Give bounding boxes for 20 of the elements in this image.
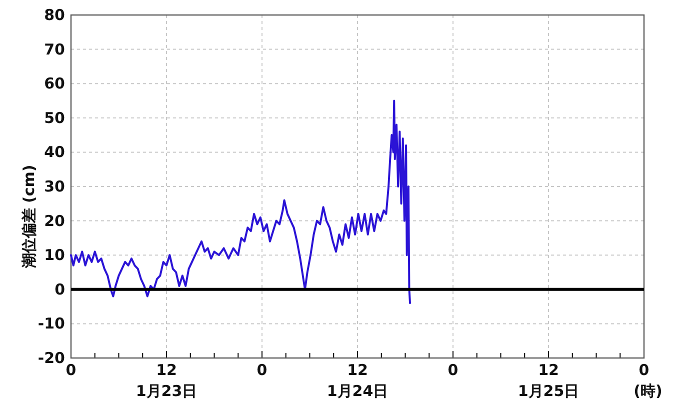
y-tick-label: 50 — [44, 108, 65, 127]
y-axis-title: 潮位偏差 (cm) — [20, 164, 38, 270]
y-tick-label: 0 — [54, 280, 65, 298]
y-tick-label: -20 — [38, 349, 65, 367]
x-tick-label: 12 1月23日 — [136, 361, 198, 400]
x-tick-label: 0 — [638, 361, 650, 379]
y-tick-label: 40 — [44, 143, 65, 162]
y-tick-label: 10 — [44, 246, 65, 264]
y-tick-label: 80 — [44, 6, 65, 24]
x-tick-label: 12 1月24日 — [326, 361, 388, 400]
x-axis-title: (時) — [634, 382, 662, 400]
y-tick-label: 30 — [44, 178, 65, 196]
x-tick-label: 0 — [448, 361, 458, 379]
y-tick-label: 20 — [44, 212, 65, 230]
y-tick-label: 60 — [44, 74, 65, 93]
x-tick-label: 0 — [66, 361, 76, 379]
x-tick-label: 12 1月25日 — [518, 361, 580, 400]
y-tick-label: -10 — [38, 314, 65, 333]
y-tick-label: 70 — [44, 40, 65, 58]
x-tick-label: 0 — [256, 361, 268, 379]
